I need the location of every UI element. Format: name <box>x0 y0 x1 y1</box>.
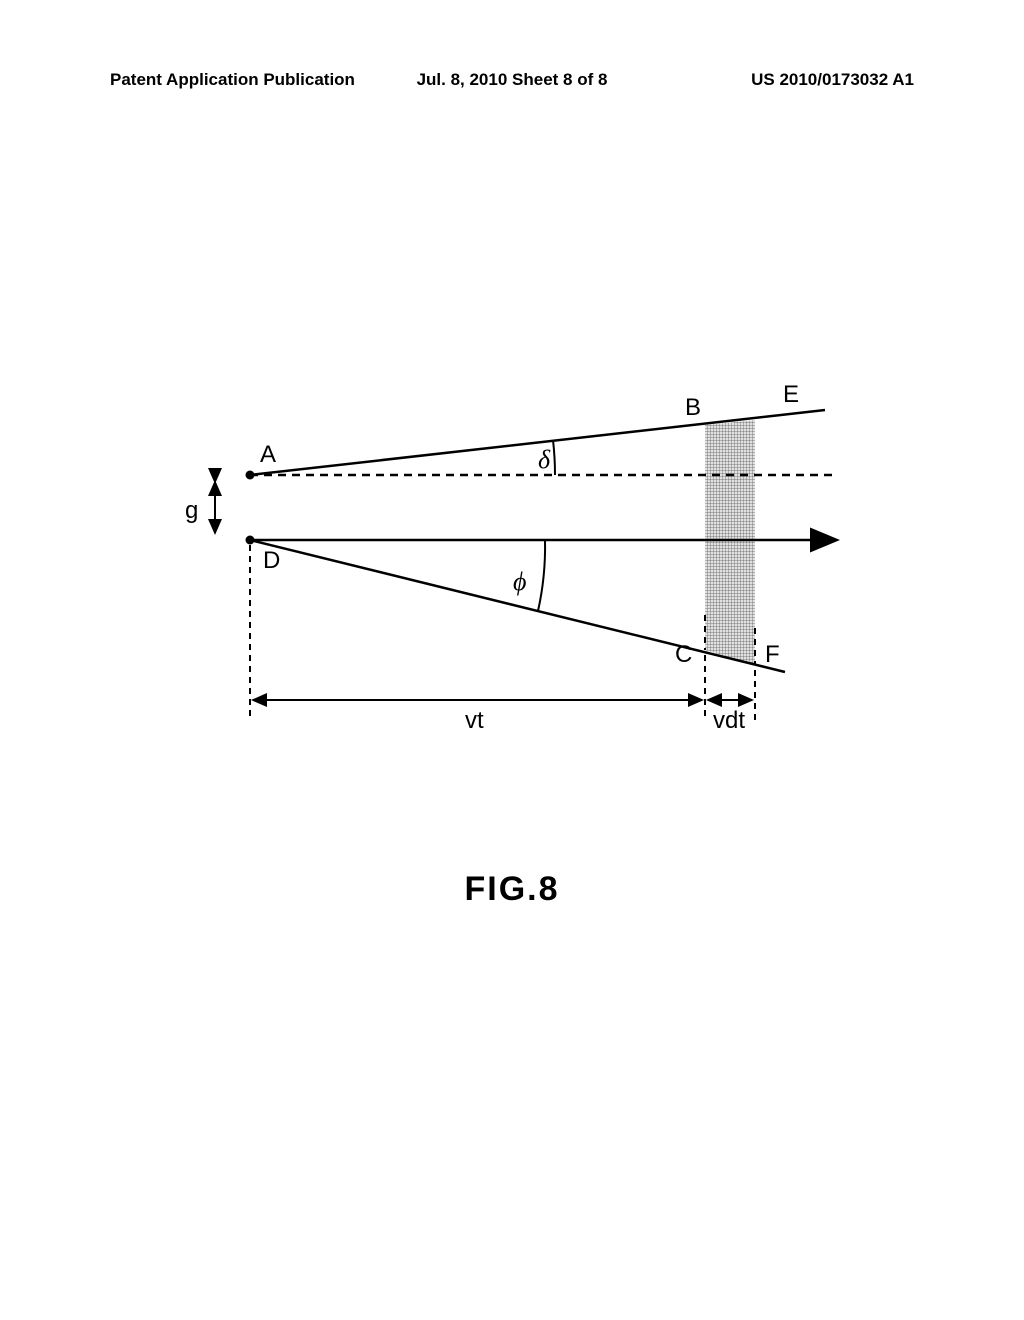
point-A-dot <box>246 471 255 480</box>
figure-8: A B C D E F g δ ϕ vt vdt <box>155 380 855 780</box>
figure-caption: FIG.8 <box>0 870 1024 909</box>
label-B: B <box>685 394 701 421</box>
label-vt: vt <box>465 707 484 734</box>
label-C: C <box>675 641 692 668</box>
line-DF <box>250 540 785 672</box>
label-E: E <box>783 381 799 408</box>
label-F: F <box>765 641 780 668</box>
phi-arc <box>538 540 545 611</box>
shaded-region <box>705 420 755 665</box>
point-D-dot <box>246 536 255 545</box>
label-delta: δ <box>538 445 551 474</box>
header-date-sheet: Jul. 8, 2010 Sheet 8 of 8 <box>378 70 646 90</box>
label-vdt: vdt <box>713 707 745 734</box>
header-application-number: US 2010/0173032 A1 <box>646 70 914 90</box>
label-phi: ϕ <box>513 567 526 596</box>
label-D: D <box>263 547 280 574</box>
label-g: g <box>185 497 198 524</box>
page-header: Patent Application Publication Jul. 8, 2… <box>0 70 1024 90</box>
label-A: A <box>260 441 276 468</box>
header-publication: Patent Application Publication <box>110 70 378 90</box>
delta-arc <box>553 440 555 475</box>
